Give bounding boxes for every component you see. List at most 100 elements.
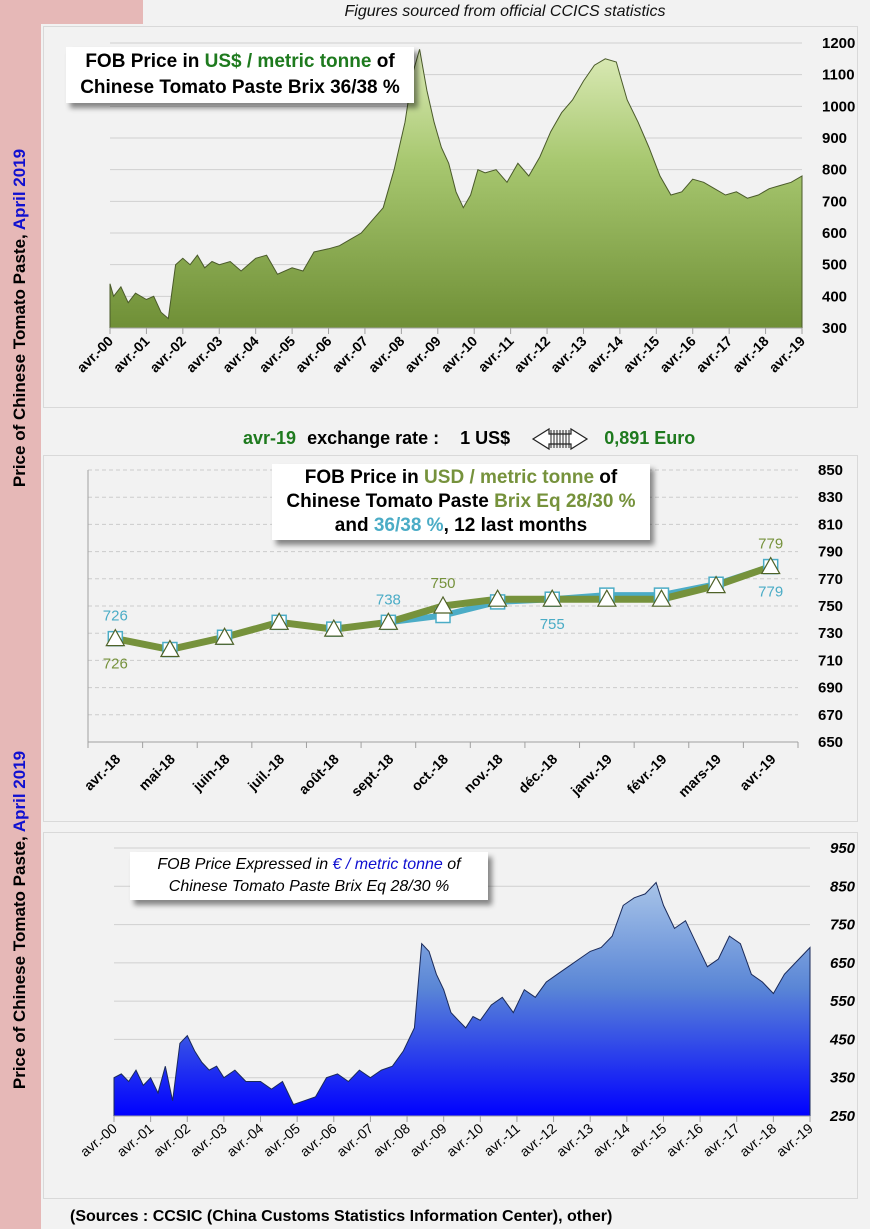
exchange-rate-line: avr-19 exchange rate : 1 US$ 0,891 Euro [243,427,701,451]
x-tick-label: avr.-15 [626,1120,669,1160]
triangle-marker [105,628,126,647]
title-part: FOB Price in [304,467,425,488]
data-label: 779 [758,584,783,601]
striped-right-arrow-icon [532,427,589,451]
triangle-marker [760,556,781,575]
title-part: Chinese Tomato Paste Brix Eq 28/30 % [168,878,450,895]
triangle-marker [596,588,617,607]
data-label: 726 [103,656,128,673]
triangle-marker [159,639,180,658]
area-series [109,49,803,329]
y-tick-label: 400 [822,288,847,305]
triangle-marker [706,575,727,594]
x-tick-label: avr.-00 [77,1120,120,1160]
y-tick-label: 690 [818,680,843,697]
y-tick-label: 1200 [822,35,855,52]
data-label: 726 [103,608,128,625]
y-tick-label: 900 [822,130,847,147]
x-tick-label: avr.-06 [297,1120,340,1160]
x-tick-label: avr.-19 [773,1120,816,1160]
data-label: 779 [758,536,783,553]
triangle-marker [542,588,563,607]
triangle-marker [432,595,454,614]
y-tick-label: 710 [818,652,843,669]
data-label: 755 [540,616,565,633]
exchange-to: 0,891 Euro [604,427,696,448]
y-tick-label: 850 [830,878,856,895]
y-tick-label: 850 [818,462,843,479]
x-tick-label: avr.-16 [663,1120,706,1160]
y-tick-label: 770 [818,571,843,588]
exchange-from: 1 US$ [460,427,511,448]
y-tick-label: 1100 [822,67,855,84]
exchange-month: avr-19 [243,427,297,448]
x-tick-label: avr.-08 [370,1120,413,1160]
title-series-b: 36/38 % [373,515,444,536]
y-tick-label: 730 [818,625,843,642]
chart-usd-12-months: 650670690710730750770790810830850avr.-18… [81,462,843,800]
x-tick-label: avr.-05 [260,1120,303,1160]
title-part: FOB Price Expressed in [157,856,333,873]
chart-title-usd-12m: FOB Price in USD / metric tonne of Chine… [272,464,650,540]
y-tick-label: 600 [822,225,847,242]
y-tick-label: 800 [822,162,847,179]
caption-top: Figures sourced from official CCICS stat… [344,3,666,20]
y-tick-label: 350 [830,1070,856,1087]
y-tick-label: 450 [829,1031,856,1048]
y-tick-label: 500 [822,257,847,274]
triangle-marker [323,618,344,637]
y-tick-label: 810 [818,516,843,533]
data-label: 738 [376,591,401,608]
x-tick-label: avr.-18 [736,1120,779,1160]
y-tick-label: 700 [822,193,847,210]
x-tick-label: avr.-04 [223,1120,266,1160]
y-tick-label: 650 [818,734,843,751]
x-tick-label: avr.-12 [516,1120,559,1160]
title-part: of [442,856,461,873]
x-tick-label: avr.-11 [481,1120,523,1159]
title-part: of [371,51,395,72]
y-tick-label: 750 [830,917,856,934]
chart-title-eur-long: FOB Price Expressed in € / metric tonne … [130,852,488,900]
x-tick-label: avr.-03 [187,1120,230,1160]
title-part: of [594,467,618,488]
y-tick-label: 950 [830,840,856,857]
title-series-a: Brix Eq 28/30 % [494,491,636,512]
title-unit: US$ / metric tonne [204,51,372,72]
triangle-marker [269,612,290,630]
exchange-text: exchange rate : [307,427,440,448]
title-part: Chinese Tomato Paste Brix 36/38 % [80,77,400,98]
title-part: , 12 last months [443,515,588,536]
title-part: FOB Price in [85,51,205,72]
triangle-marker [378,612,399,630]
y-tick-label: 250 [829,1108,856,1125]
sidebar [0,0,41,1229]
y-tick-label: 1000 [822,98,855,115]
x-tick-label: avr.-10 [443,1120,486,1160]
title-unit: USD / metric tonne [424,467,595,488]
y-tick-label: 830 [818,489,843,506]
chart-usd-3638-long: 300400500600700800900100011001200avr.-00… [73,35,855,375]
y-tick-label: 750 [818,598,843,615]
y-tick-label: 650 [830,955,856,972]
triangle-marker [651,588,672,607]
triangle-marker [214,627,235,645]
y-tick-label: 790 [818,544,843,561]
y-tick-label: 670 [818,707,843,724]
y-tick-label: 300 [822,320,847,337]
x-tick-label: avr.-01 [113,1120,156,1160]
y-tick-label: 550 [830,993,856,1010]
chart-title-usd-long: FOB Price in US$ / metric tonne of Chine… [66,47,414,103]
sources-footer: (Sources : CCSIC (China Customs Statisti… [70,1208,613,1225]
x-tick-label: avr.-07 [333,1120,376,1160]
x-tick-label: avr.-17 [700,1120,743,1160]
x-tick-label: avr.-09 [407,1120,450,1160]
x-tick-label: avr.-14 [590,1120,633,1160]
title-part: and [334,515,374,536]
x-tick-label: avr.-02 [150,1120,193,1160]
triangle-marker [487,588,508,607]
data-label: 750 [430,575,455,592]
area-series [113,881,811,1117]
title-unit: € / metric tonne [332,856,443,873]
